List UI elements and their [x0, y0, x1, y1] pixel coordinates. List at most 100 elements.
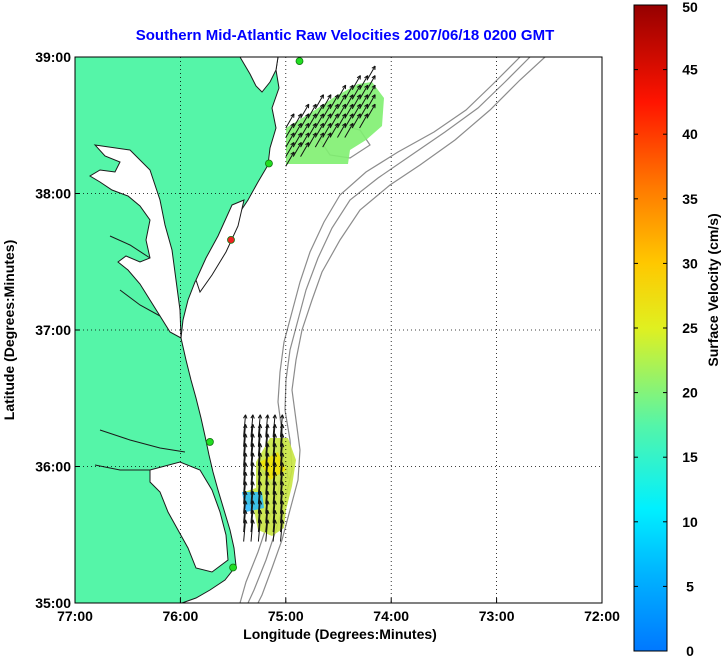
river-2: [109, 235, 161, 317]
vector-arrow-head: [342, 84, 347, 90]
station-marker: [206, 438, 214, 446]
x-tick-label: 72:00: [584, 608, 620, 624]
vector-arrow: [265, 481, 269, 504]
vector-arrow: [272, 510, 276, 533]
vector-arrow: [329, 94, 339, 110]
colorbar-tick-label: 30: [682, 255, 698, 271]
vector-arrow: [300, 123, 310, 138]
vector-arrow: [257, 424, 261, 447]
vector-arrow: [257, 443, 261, 466]
station-marker: [265, 159, 273, 168]
vector-arrow: [329, 113, 339, 129]
x-tick-label: 75:00: [268, 608, 304, 624]
vector-arrow: [366, 84, 376, 100]
vector-arrow: [351, 113, 361, 129]
vector-arrow: [359, 113, 369, 129]
vector-arrow: [257, 472, 261, 494]
vector-arrow: [265, 500, 269, 523]
vector-arrow: [243, 491, 247, 513]
vector-arrow: [243, 443, 247, 466]
vector-arrow-head: [371, 65, 376, 71]
vector-arrow: [250, 472, 254, 494]
vector-arrow: [322, 94, 332, 110]
vector-arrow: [250, 462, 254, 485]
vector-arrow-head: [327, 94, 332, 99]
y-tick-label: 38:00: [35, 186, 71, 202]
vector-arrow: [257, 519, 261, 542]
colorbar-tick-label: 40: [682, 126, 698, 142]
vector-arrow: [265, 414, 269, 437]
x-axis-label: Longitude (Degrees:Minutes): [243, 626, 437, 642]
vector-arrow: [300, 142, 310, 157]
vector-arrow: [243, 519, 247, 542]
vector-arrow: [280, 510, 283, 533]
vector-arrow: [314, 94, 324, 110]
vector-arrow: [272, 452, 276, 475]
colorbar-tick-label: 15: [682, 449, 698, 465]
station-markers: [206, 57, 304, 572]
vector-arrow: [322, 113, 332, 129]
vector-arrow: [344, 113, 354, 129]
vector-arrow: [366, 94, 376, 110]
vector-arrow: [243, 472, 247, 494]
y-tick-label: 35:00: [35, 595, 71, 611]
chart-title: Southern Mid-Atlantic Raw Velocities 200…: [136, 27, 554, 44]
vector-arrow: [314, 123, 324, 138]
x-axis-ticks: 77:00 76:00 75:00 74:00 73:00 72:00: [57, 598, 620, 624]
vector-arrow: [344, 94, 354, 110]
colorbar-tick-label: 5: [686, 578, 694, 594]
vector-arrow-head: [371, 103, 376, 109]
vector-arrow: [243, 481, 247, 504]
vector-arrow: [265, 519, 269, 542]
x-tick-label: 77:00: [57, 608, 93, 624]
vector-arrow: [250, 519, 254, 542]
vector-arrow: [337, 103, 347, 119]
vector-arrow: [280, 481, 283, 504]
vector-arrow-head: [279, 414, 285, 419]
vector-arrow-head: [257, 414, 263, 419]
x-tick-label: 74:00: [373, 608, 409, 624]
vector-arrow: [344, 103, 354, 119]
vector-arrow: [272, 424, 276, 447]
vector-arrow: [292, 123, 302, 138]
vector-arrow: [250, 481, 254, 504]
vector-arrow: [280, 414, 283, 437]
vector-arrow: [337, 84, 347, 100]
vector-arrow: [250, 433, 254, 456]
vector-arrow: [243, 414, 247, 437]
vector-arrow: [280, 519, 283, 542]
vector-arrow: [292, 142, 302, 157]
vector-arrow: [272, 491, 276, 513]
vector-arrow-head: [371, 75, 376, 80]
vector-arrow: [359, 103, 369, 119]
vector-arrow: [337, 94, 347, 110]
vector-arrow: [265, 452, 269, 475]
colorbar-tick-label: 50: [682, 0, 698, 15]
vector-arrow: [314, 103, 324, 119]
vector-arrow: [307, 132, 317, 148]
vector-arrow: [272, 500, 276, 523]
colorbar: [633, 4, 668, 652]
vector-arrow: [272, 443, 276, 466]
vector-arrow: [272, 472, 276, 494]
vector-arrow: [243, 500, 247, 523]
vector-arrow: [351, 103, 361, 119]
vector-arrow: [257, 452, 261, 475]
vector-arrow: [257, 481, 261, 504]
y-axis-ticks: 35:00 36:00 37:00 38:00 39:00: [35, 49, 80, 611]
vector-arrow: [307, 103, 317, 119]
vector-arrow: [243, 462, 247, 485]
vector-arrow-head: [250, 414, 255, 419]
vector-arrow: [322, 103, 332, 119]
vector-arrow: [250, 452, 254, 475]
station-marker: [295, 57, 304, 65]
vector-arrow: [257, 510, 261, 533]
vector-arrow: [344, 84, 354, 100]
vector-arrow: [280, 500, 283, 523]
delmarva-water: [195, 199, 245, 294]
colorbar-tick-label: 45: [682, 62, 698, 78]
vector-arrow: [265, 472, 269, 494]
colorbar-tick-label: 25: [682, 320, 698, 336]
station-marker: [229, 563, 238, 572]
vector-arrow: [314, 113, 324, 129]
